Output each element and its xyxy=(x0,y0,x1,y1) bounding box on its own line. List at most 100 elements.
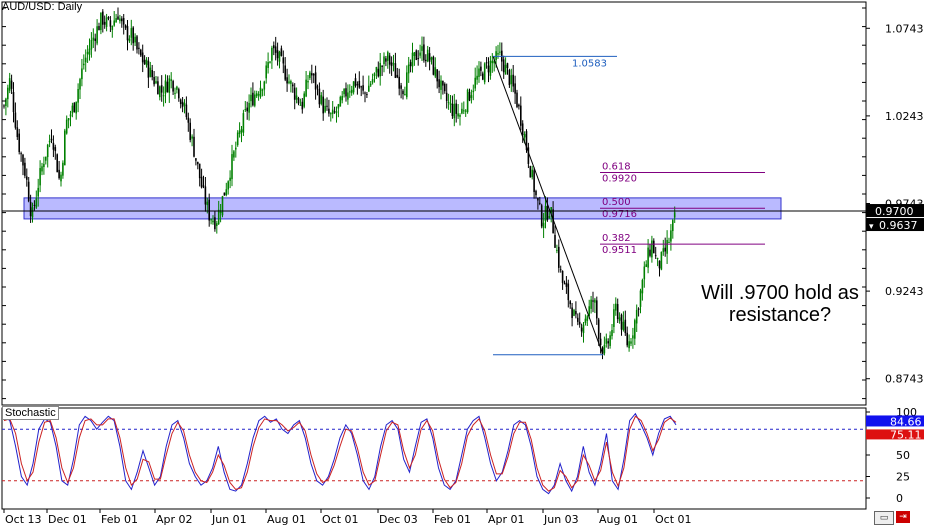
candle-body xyxy=(314,72,317,90)
candle-body xyxy=(166,81,169,93)
candle-body xyxy=(356,84,359,86)
candle-body xyxy=(421,46,423,51)
candle-body xyxy=(383,56,385,65)
candle-body xyxy=(269,61,271,63)
candle-body xyxy=(616,304,619,320)
candle-body xyxy=(664,247,666,252)
candle-body xyxy=(603,344,606,354)
candle-body xyxy=(138,47,140,49)
candle-body xyxy=(141,52,144,63)
stoch-y-tick-label: 0 xyxy=(896,492,903,505)
candle-body xyxy=(244,109,247,111)
candle-body xyxy=(208,199,210,221)
scroll-chart-button[interactable]: ▭ xyxy=(874,511,894,525)
candle-body xyxy=(100,12,102,31)
y-tick-label: 1.0743 xyxy=(885,22,924,35)
candle-body xyxy=(134,36,136,43)
candle-body xyxy=(539,202,541,204)
candle-body xyxy=(609,335,611,346)
candle-body xyxy=(590,299,592,309)
candle-body xyxy=(339,96,342,107)
candle-body xyxy=(571,307,573,319)
candle-body xyxy=(67,118,70,121)
candle-body xyxy=(113,20,115,26)
candle-body xyxy=(521,123,524,135)
candle-body xyxy=(217,209,220,225)
candle-body xyxy=(605,338,608,344)
candle-body xyxy=(398,76,400,89)
candle-body xyxy=(559,269,562,271)
fib-price-label: 0.9716 xyxy=(602,209,637,220)
candle-body xyxy=(330,113,332,115)
candle-body xyxy=(575,311,577,315)
candle-body xyxy=(529,166,532,178)
candle-body xyxy=(140,49,142,56)
candle-body xyxy=(531,169,533,178)
x-tick-label: Jun 01 xyxy=(211,513,247,525)
candle-body xyxy=(238,130,241,134)
candle-body xyxy=(489,60,492,76)
candle-body xyxy=(390,62,393,67)
candle-body xyxy=(377,68,380,77)
candle-body xyxy=(145,59,148,66)
candle-body xyxy=(540,205,543,227)
candle-body xyxy=(630,341,632,344)
candle-body xyxy=(542,222,545,228)
candle-body xyxy=(7,87,9,100)
x-tick-label: Dec 01 xyxy=(48,513,87,525)
candle-body xyxy=(307,81,309,83)
candle-body xyxy=(52,142,55,150)
candle-body xyxy=(567,283,570,301)
candle-body xyxy=(352,81,355,93)
candle-body xyxy=(349,91,351,93)
candle-body xyxy=(653,240,655,254)
candle-body xyxy=(645,264,647,267)
candle-body xyxy=(444,83,446,92)
candle-body xyxy=(221,196,224,216)
candle-body xyxy=(261,89,264,91)
candle-body xyxy=(77,89,79,103)
candle-body xyxy=(432,56,435,75)
candle-body xyxy=(56,154,58,173)
candle-body xyxy=(457,113,459,117)
candle-body xyxy=(107,17,110,19)
candle-body xyxy=(225,189,228,196)
candle-body xyxy=(523,134,526,138)
candle-body xyxy=(274,46,277,53)
candle-body xyxy=(635,310,638,324)
candle-body xyxy=(143,59,146,65)
candle-body xyxy=(461,108,463,114)
candle-body xyxy=(195,158,197,161)
candle-body xyxy=(204,186,207,205)
candle-body xyxy=(463,110,465,112)
candle-body xyxy=(375,67,378,73)
candle-body xyxy=(27,181,30,202)
candle-body xyxy=(601,347,604,355)
shift-end-button[interactable]: ⇥ xyxy=(896,511,910,523)
candle-body xyxy=(88,48,91,55)
stoch-value-label-1: 84.66 xyxy=(890,415,922,428)
candle-body xyxy=(295,95,298,100)
bid-label-box xyxy=(866,218,924,232)
candle-body xyxy=(37,187,39,197)
candle-body xyxy=(442,80,444,86)
candle-body xyxy=(149,67,152,77)
candle-body xyxy=(130,28,133,38)
x-tick-label: Feb 01 xyxy=(434,513,471,525)
candle-body xyxy=(396,74,399,78)
candle-body xyxy=(592,300,594,302)
candle-body xyxy=(404,93,406,96)
candle-body xyxy=(673,212,676,218)
candle-body xyxy=(273,45,275,49)
candle-body xyxy=(259,87,262,97)
candle-body xyxy=(278,51,281,62)
x-tick-label: Feb 01 xyxy=(101,513,138,525)
candle-body xyxy=(514,83,516,94)
candle-body xyxy=(520,105,522,126)
candle-body xyxy=(599,338,602,346)
candle-body xyxy=(216,223,218,226)
candle-body xyxy=(423,44,425,61)
stoch-y-tick-label: 25 xyxy=(896,471,910,484)
candle-body xyxy=(65,119,68,134)
candle-body xyxy=(254,94,256,106)
